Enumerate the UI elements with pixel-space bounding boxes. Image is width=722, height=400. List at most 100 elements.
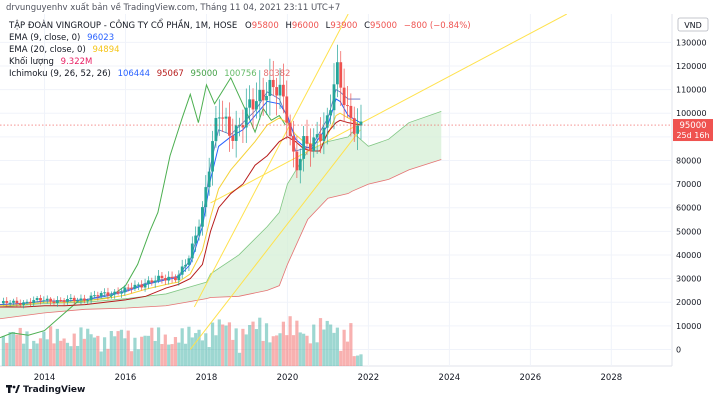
candle-body	[150, 280, 154, 283]
candle-body	[55, 300, 59, 304]
volume-bar	[49, 326, 53, 366]
ema20-legend[interactable]: EMA (20, close, 0) 94894	[9, 45, 120, 56]
volume-bar	[190, 337, 194, 366]
volume-bar	[143, 335, 147, 366]
volume-bar	[150, 327, 154, 366]
candle-body	[184, 264, 187, 267]
volume-bar	[15, 334, 19, 366]
volume-bar	[177, 342, 181, 366]
volume-label: Khối lượng	[9, 57, 54, 67]
volume-bar	[258, 317, 262, 366]
candle-body	[130, 287, 133, 289]
candle-body	[255, 101, 258, 110]
volume-bar	[204, 333, 208, 366]
candle-body	[238, 125, 241, 127]
candle-body	[231, 135, 235, 141]
volume-bar	[275, 335, 279, 366]
candle-body	[89, 295, 93, 301]
volume-bar	[194, 333, 198, 366]
candle-body	[315, 134, 319, 138]
ema9-value: 96023	[87, 33, 115, 43]
time-tick-label: 2020	[277, 373, 299, 383]
volume-bar	[271, 336, 275, 366]
candle-body	[228, 116, 231, 136]
last-price-badge: 95000 25d 16h	[673, 119, 713, 142]
volume-bar	[318, 318, 323, 366]
candle-body	[45, 298, 49, 301]
candle-body	[190, 243, 194, 259]
candle-body	[359, 121, 363, 126]
volume-bar	[140, 336, 144, 366]
candle-body	[211, 141, 214, 172]
ema9-label: EMA (9, close, 0)	[9, 33, 81, 43]
volume-bar	[65, 342, 70, 366]
candle-body	[251, 99, 255, 110]
high-label: H	[285, 21, 292, 31]
candle-body	[342, 87, 346, 106]
candle-body	[1, 300, 5, 304]
price-tick-label: 30000	[676, 275, 701, 284]
low-label: L	[325, 21, 331, 31]
volume-bar	[200, 340, 205, 366]
candle-body	[32, 300, 36, 304]
candle-body	[39, 298, 42, 301]
price-tick-label: 70000	[676, 180, 701, 189]
candle-body	[66, 299, 69, 302]
candle-body	[109, 294, 113, 296]
candle-body	[241, 125, 245, 128]
candle-body	[332, 84, 336, 111]
candle-body	[278, 84, 282, 96]
volume-bar	[22, 343, 26, 366]
volume-bar	[183, 343, 188, 366]
ema20-label: EMA (20, close, 0)	[9, 45, 86, 55]
candle-body	[35, 298, 39, 301]
ichimoku-cloud	[0, 110, 442, 320]
volume-bar	[173, 337, 178, 366]
close-value: 95000	[370, 21, 398, 31]
svg-text:95000: 95000	[679, 121, 706, 131]
candle-body	[349, 105, 353, 119]
price-axis[interactable]: 0 10000 20000 30000 40000 50000 60000 70000 8000…	[676, 38, 707, 354]
candle-body	[163, 278, 167, 281]
ema9-legend[interactable]: EMA (9, close, 0) 96023	[9, 33, 114, 44]
volume-bar	[214, 335, 218, 366]
candle-body	[25, 301, 29, 303]
candle-body	[157, 275, 160, 281]
volume-bar	[5, 342, 9, 366]
ichimoku-conversion-value: 106444	[117, 69, 151, 79]
volume-bar	[28, 348, 32, 366]
volume-bar	[8, 332, 12, 366]
volume-bar	[254, 329, 259, 366]
volume-bar	[52, 343, 56, 366]
tradingview-brand[interactable]: TradingView	[6, 385, 85, 395]
volume-bar	[244, 334, 248, 366]
candle-body	[120, 292, 123, 294]
volume-bar	[352, 356, 356, 366]
candle-body	[295, 151, 299, 171]
volume-bar	[146, 335, 151, 366]
trendlines[interactable]	[189, 14, 568, 350]
trendline	[210, 14, 568, 204]
symbol-legend[interactable]: TẬP ĐOÀN VINGROUP - CÔNG TY CỔ PHẦN, 1M,…	[9, 21, 471, 32]
volume-value: 9.322M	[60, 57, 93, 67]
price-tick-label: 0	[676, 345, 681, 354]
volume-bar	[32, 340, 36, 366]
candle-body	[285, 96, 289, 123]
ichimoku-base-value: 95067	[156, 69, 184, 79]
time-axis[interactable]: 2014 2016 2018 2020 2022 2024 2026 2028	[34, 373, 622, 383]
volume-bar	[251, 321, 255, 366]
chart-canvas[interactable]: 0 10000 20000 30000 40000 50000 60000 70000 8000…	[0, 14, 722, 386]
volume-bar	[119, 329, 124, 366]
volume-legend[interactable]: Khối lượng 9.322M	[9, 57, 92, 68]
volume-bar	[25, 331, 29, 366]
ichimoku-legend[interactable]: Ichimoku (9, 26, 52, 26) 106444 95067 95…	[9, 69, 290, 80]
candle-body	[224, 116, 228, 119]
publisher-line: drvunguyenhv xuất bản về TradingView.com…	[6, 3, 341, 13]
candle-body	[292, 136, 295, 152]
candle-body	[271, 79, 275, 88]
candle-body	[174, 277, 177, 281]
candle-body	[187, 258, 191, 265]
change-value: −800 (−0.84%)	[403, 21, 471, 31]
price-candles	[1, 44, 363, 309]
open-label: O	[245, 21, 252, 31]
